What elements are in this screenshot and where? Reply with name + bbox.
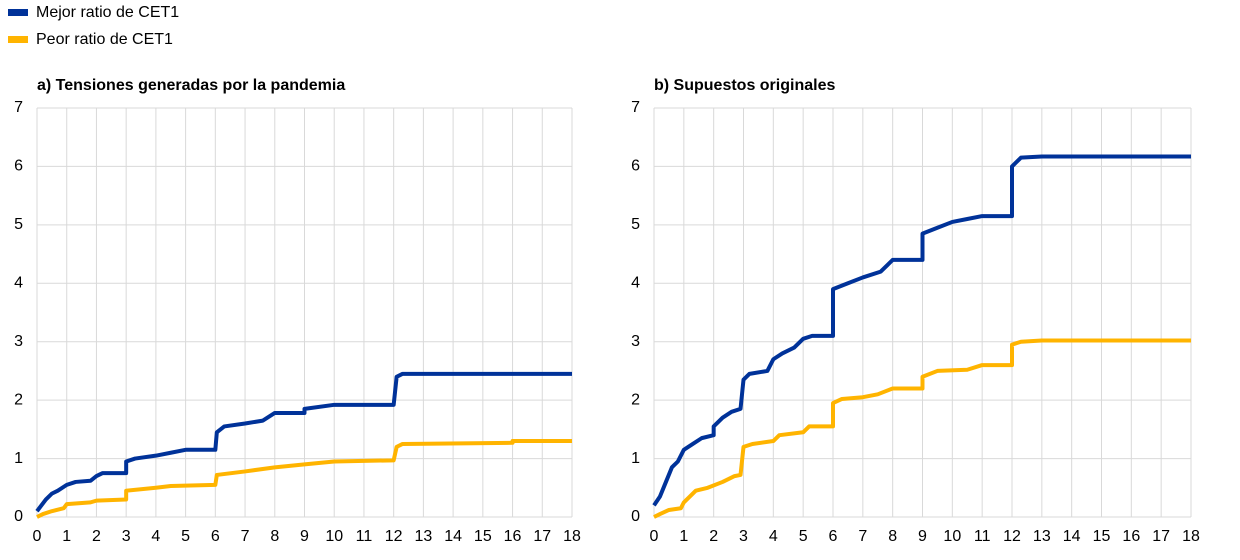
x-tick-label: 7 xyxy=(858,528,867,545)
x-tick-label: 9 xyxy=(300,528,309,545)
y-tick-label: 4 xyxy=(14,275,23,292)
x-tick-label: 10 xyxy=(325,528,343,545)
x-tick-label: 13 xyxy=(1033,528,1051,545)
x-tick-label: 11 xyxy=(356,528,373,545)
y-tick-label: 2 xyxy=(14,391,23,408)
x-tick-label: 12 xyxy=(385,528,403,545)
y-tick-label: 7 xyxy=(631,99,640,116)
legend-swatch xyxy=(8,9,28,16)
y-tick-label: 5 xyxy=(631,216,640,233)
x-tick-label: 0 xyxy=(33,528,42,545)
line xyxy=(652,154,1191,507)
line xyxy=(653,338,1191,519)
x-tick-label: 16 xyxy=(1122,528,1140,545)
x-tick-label: 18 xyxy=(563,528,581,545)
y-tick-label: 4 xyxy=(631,275,640,292)
x-tick-label: 17 xyxy=(1152,528,1170,545)
x-tick-label: 4 xyxy=(769,528,778,545)
x-tick-label: 15 xyxy=(1093,528,1111,545)
x-tick-label: 1 xyxy=(62,528,71,545)
x-tick-label: 9 xyxy=(918,528,927,545)
x-tick-label: 0 xyxy=(650,528,659,545)
x-tick-label: 16 xyxy=(504,528,522,545)
x-tick-label: 8 xyxy=(888,528,897,545)
x-tick-label: 4 xyxy=(151,528,160,545)
y-tick-label: 0 xyxy=(14,508,23,525)
y-tick-label: 3 xyxy=(14,333,23,350)
x-tick-label: 7 xyxy=(241,528,250,545)
x-tick-label: 6 xyxy=(829,528,838,545)
y-tick-label: 1 xyxy=(631,450,640,467)
x-tick-label: 18 xyxy=(1182,528,1200,545)
y-tick-label: 6 xyxy=(14,158,23,175)
line xyxy=(36,439,572,519)
x-tick-label: 1 xyxy=(679,528,688,545)
legend-label: Peor ratio de CET1 xyxy=(36,31,173,48)
x-tick-label: 5 xyxy=(799,528,808,545)
x-tick-label: 10 xyxy=(943,528,961,545)
y-tick-label: 3 xyxy=(631,333,640,350)
y-tick-label: 7 xyxy=(14,99,23,116)
x-tick-label: 12 xyxy=(1003,528,1021,545)
x-tick-label: 11 xyxy=(974,528,991,545)
x-tick-label: 14 xyxy=(444,528,462,545)
x-tick-label: 8 xyxy=(270,528,279,545)
panel-title: b) Supuestos originales xyxy=(654,77,835,94)
x-tick-label: 14 xyxy=(1063,528,1081,545)
x-tick-label: 6 xyxy=(211,528,220,545)
line xyxy=(35,371,572,513)
x-tick-label: 2 xyxy=(92,528,101,545)
y-tick-label: 1 xyxy=(14,450,23,467)
x-tick-label: 3 xyxy=(739,528,748,545)
y-tick-label: 0 xyxy=(631,508,640,525)
y-tick-label: 6 xyxy=(631,158,640,175)
x-tick-label: 5 xyxy=(181,528,190,545)
x-tick-label: 3 xyxy=(122,528,131,545)
x-tick-label: 13 xyxy=(414,528,432,545)
legend-swatch xyxy=(8,36,28,43)
x-tick-label: 15 xyxy=(474,528,492,545)
panel-title: a) Tensiones generadas por la pandemia xyxy=(37,77,345,94)
y-tick-label: 2 xyxy=(631,391,640,408)
x-tick-label: 17 xyxy=(533,528,551,545)
x-tick-label: 2 xyxy=(709,528,718,545)
legend-label: Mejor ratio de CET1 xyxy=(36,4,179,21)
y-tick-label: 5 xyxy=(14,216,23,233)
